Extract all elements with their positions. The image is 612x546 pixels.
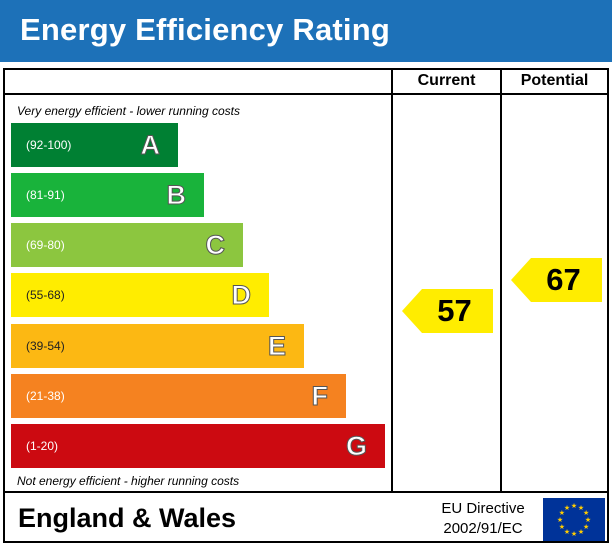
band-g: (1-20) G [11, 424, 385, 468]
eu-star-icon: ★ [564, 528, 570, 536]
potential-column-divider [500, 68, 502, 493]
band-c: (69-80) C [11, 223, 243, 267]
page-title: Energy Efficiency Rating [20, 12, 391, 47]
band-range-label: (69-80) [26, 238, 65, 252]
eu-star-icon: ★ [578, 504, 584, 512]
current-rating-arrow-value: 57 [437, 293, 472, 328]
eu-star-icon: ★ [571, 530, 577, 538]
current-rating-arrow: 57 [402, 289, 493, 333]
eu-star-icon: ★ [559, 509, 565, 517]
band-letter: A [140, 130, 160, 161]
band-e: (39-54) E [11, 324, 304, 368]
band-range-label: (81-91) [26, 188, 65, 202]
band-f: (21-38) F [11, 374, 346, 418]
eu-star-icon: ★ [585, 516, 591, 524]
footer-divider [3, 491, 609, 493]
eu-star-icon: ★ [583, 509, 589, 517]
band-a: (92-100) A [11, 123, 178, 167]
band-range-label: (92-100) [26, 138, 72, 152]
eu-star-icon: ★ [578, 528, 584, 536]
directive-line-1: EU Directive [441, 500, 525, 517]
eu-star-icon: ★ [583, 523, 589, 531]
current-column-divider [391, 68, 393, 493]
band-letter: E [267, 331, 286, 362]
potential-column-header: Potential [520, 72, 589, 89]
eu-star-icon: ★ [571, 502, 577, 510]
column-header-divider [3, 93, 609, 95]
band-letter: D [231, 280, 251, 311]
eu-star-icon: ★ [564, 504, 570, 512]
band-letter: B [166, 180, 186, 211]
rating-frame [3, 68, 609, 543]
caption-top: Very energy efficient - lower running co… [17, 104, 240, 118]
band-range-label: (1-20) [26, 439, 59, 453]
band-range-label: (55-68) [26, 288, 65, 302]
band-b: (81-91) B [11, 173, 204, 217]
eu-star-icon: ★ [557, 516, 563, 524]
band-letter: C [205, 230, 225, 261]
directive-line-2: 2002/91/EC [443, 520, 523, 537]
band-letter: F [311, 381, 328, 412]
band-letter: G [345, 431, 367, 462]
band-range-label: (21-38) [26, 389, 65, 403]
potential-rating-arrow-value: 67 [546, 262, 581, 297]
band-range-label: (39-54) [26, 339, 65, 353]
header-bar: Energy Efficiency Rating [0, 0, 612, 62]
eu-star-icon: ★ [559, 523, 565, 531]
current-column-header: Current [417, 72, 476, 89]
band-d: (55-68) D [11, 273, 269, 317]
potential-rating-arrow: 67 [511, 258, 602, 302]
caption-bottom: Not energy efficient - higher running co… [17, 474, 240, 488]
eu-flag-icon: ★ ★ ★ ★ ★ ★ ★ ★ ★ ★ ★ ★ [543, 498, 605, 541]
region-label: England & Wales [18, 503, 237, 533]
